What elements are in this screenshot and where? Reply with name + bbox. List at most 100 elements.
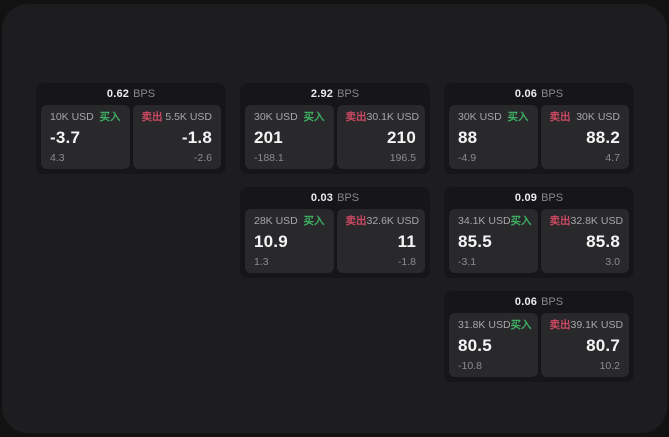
buy-delta: -3.1 (458, 255, 477, 268)
sell-delta: 4.7 (605, 151, 620, 164)
buy-chip[interactable]: 买入 (303, 215, 325, 227)
buy-tile-header: 10K USD 买入 (50, 112, 121, 123)
buy-tile[interactable]: 28K USD 买入 10.9 1.3 (245, 209, 334, 273)
buy-chip[interactable]: 买入 (510, 215, 532, 227)
buy-price: 201 (254, 128, 283, 147)
sell-chip[interactable]: 卖出 (345, 111, 367, 123)
sell-delta: 10.2 (599, 359, 620, 372)
sell-delta: 3.0 (605, 255, 620, 268)
buy-price: 88 (458, 128, 478, 147)
sell-amount: 30K USD (576, 111, 620, 123)
buy-tile-header: 31.8K USD 买入 (458, 319, 532, 331)
sell-amount: 30.1K USD (366, 111, 420, 123)
sell-amount: 39.1K USD (570, 319, 624, 331)
spread-unit: BPS (337, 192, 360, 204)
quote-card: 0.06 BPS 31.8K USD 买入 80.5 -10.8 卖出 39.1… (444, 291, 634, 382)
sell-price: 85.8 (586, 232, 620, 251)
buy-amount: 30K USD (254, 111, 298, 123)
spread-header: 0.06 BPS (449, 291, 629, 313)
sell-tile[interactable]: 卖出 30K USD 88.2 4.7 (540, 105, 629, 169)
buy-delta: 1.3 (254, 255, 269, 268)
sell-amount: 5.5K USD (165, 111, 212, 123)
sell-tile[interactable]: 卖出 32.6K USD 11 -1.8 (336, 209, 425, 273)
buy-price: 85.5 (458, 232, 492, 251)
quote-tiles: 30K USD 买入 88 -4.9 卖出 30K USD 88.2 4.7 (449, 105, 629, 169)
buy-tile-header: 34.1K USD 买入 (458, 215, 532, 227)
buy-price: -3.7 (50, 128, 81, 147)
sell-delta: -1.8 (397, 255, 416, 268)
spread-unit: BPS (541, 88, 564, 100)
buy-delta: -10.8 (458, 359, 482, 372)
buy-delta: -188.1 (254, 151, 284, 164)
buy-tile-header: 30K USD 买入 (254, 112, 325, 123)
sell-price: 210 (387, 128, 416, 147)
buy-amount: 10K USD (50, 111, 94, 123)
buy-chip[interactable]: 买入 (510, 319, 532, 331)
spread-header: 0.09 BPS (449, 187, 629, 209)
buy-tile[interactable]: 30K USD 买入 201 -188.1 (245, 105, 334, 169)
quote-card: 2.92 BPS 30K USD 买入 201 -188.1 卖出 30.1K … (240, 83, 430, 174)
quote-tiles: 10K USD 买入 -3.7 4.3 卖出 5.5K USD -1.8 -2.… (41, 105, 221, 169)
spread-value: 2.92 (310, 88, 334, 100)
buy-tile-header: 30K USD 买入 (458, 112, 529, 123)
sell-chip[interactable]: 卖出 (549, 111, 571, 123)
sell-tile-header: 卖出 32.6K USD (345, 215, 420, 227)
buy-amount: 31.8K USD (458, 319, 511, 331)
buy-tile-header: 28K USD 买入 (254, 216, 325, 227)
sell-amount: 32.8K USD (570, 215, 624, 227)
buy-price: 80.5 (458, 336, 492, 355)
buy-tile[interactable]: 10K USD 买入 -3.7 4.3 (41, 105, 130, 169)
quote-card: 0.09 BPS 34.1K USD 买入 85.5 -3.1 卖出 32.8K… (444, 187, 634, 278)
buy-chip[interactable]: 买入 (303, 111, 325, 123)
buy-tile[interactable]: 30K USD 买入 88 -4.9 (449, 105, 538, 169)
sell-tile[interactable]: 卖出 30.1K USD 210 196.5 (336, 105, 425, 169)
quote-tiles: 31.8K USD 买入 80.5 -10.8 卖出 39.1K USD 80.… (449, 313, 629, 377)
buy-amount: 30K USD (458, 111, 502, 123)
sell-tile-header: 卖出 32.8K USD (549, 215, 624, 227)
quote-tiles: 30K USD 买入 201 -188.1 卖出 30.1K USD 210 1… (245, 105, 425, 169)
buy-tile[interactable]: 31.8K USD 买入 80.5 -10.8 (449, 313, 538, 377)
sell-tile-header: 卖出 30K USD (550, 112, 621, 123)
buy-chip[interactable]: 买入 (507, 111, 529, 123)
spread-value: 0.09 (514, 192, 538, 204)
spread-unit: BPS (541, 192, 564, 204)
sell-price: 11 (397, 232, 416, 251)
sell-tile-header: 卖出 30.1K USD (345, 111, 420, 123)
spread-header: 0.06 BPS (449, 83, 629, 105)
sell-delta: 196.5 (389, 151, 416, 164)
spread-header: 0.03 BPS (245, 187, 425, 209)
sell-price: 88.2 (586, 128, 620, 147)
main-panel: 0.62 BPS 10K USD 买入 -3.7 4.3 卖出 5.5K USD (2, 4, 667, 433)
sell-chip[interactable]: 卖出 (549, 215, 571, 227)
sell-tile-header: 卖出 5.5K USD (142, 112, 213, 123)
quote-tiles: 28K USD 买入 10.9 1.3 卖出 32.6K USD 11 -1.8 (245, 209, 425, 273)
sell-amount: 32.6K USD (366, 215, 420, 227)
sell-tile[interactable]: 卖出 32.8K USD 85.8 3.0 (540, 209, 629, 273)
sell-delta: -2.6 (193, 151, 212, 164)
sell-chip[interactable]: 卖出 (549, 319, 571, 331)
spread-value: 0.06 (514, 296, 538, 308)
quote-tiles: 34.1K USD 买入 85.5 -3.1 卖出 32.8K USD 85.8… (449, 209, 629, 273)
buy-delta: -4.9 (458, 151, 477, 164)
buy-chip[interactable]: 买入 (99, 111, 121, 123)
buy-price: 10.9 (254, 232, 288, 251)
sell-chip[interactable]: 卖出 (345, 215, 367, 227)
spread-unit: BPS (337, 88, 360, 100)
sell-tile[interactable]: 卖出 5.5K USD -1.8 -2.6 (132, 105, 221, 169)
sell-chip[interactable]: 卖出 (141, 111, 163, 123)
spread-header: 0.62 BPS (41, 83, 221, 105)
spread-header: 2.92 BPS (245, 83, 425, 105)
spread-value: 0.06 (514, 88, 538, 100)
quote-card: 0.62 BPS 10K USD 买入 -3.7 4.3 卖出 5.5K USD (36, 83, 226, 174)
buy-delta: 4.3 (50, 151, 65, 164)
spread-value: 0.03 (310, 192, 334, 204)
sell-tile[interactable]: 卖出 39.1K USD 80.7 10.2 (540, 313, 629, 377)
buy-amount: 34.1K USD (458, 215, 511, 227)
sell-tile-header: 卖出 39.1K USD (549, 319, 624, 331)
spread-unit: BPS (541, 296, 564, 308)
buy-tile[interactable]: 34.1K USD 买入 85.5 -3.1 (449, 209, 538, 273)
spread-unit: BPS (133, 88, 156, 100)
buy-amount: 28K USD (254, 215, 298, 227)
sell-price: -1.8 (181, 128, 212, 147)
